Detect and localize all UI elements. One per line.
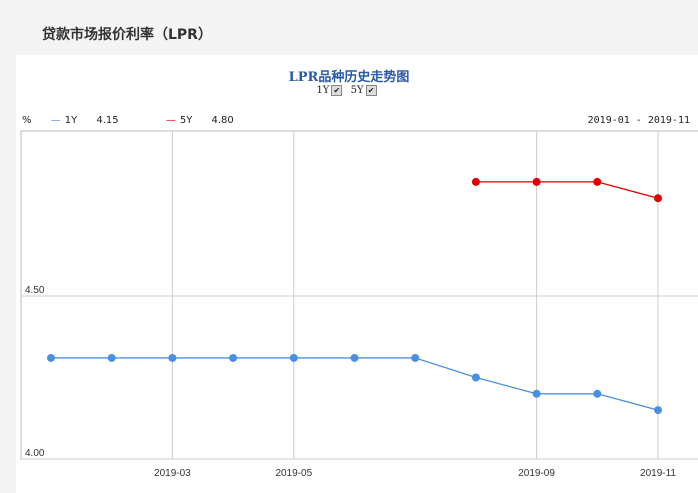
x-tick-label: 2019-05 [275,468,312,479]
data-point-1Y [47,353,55,362]
data-point-5Y [532,177,541,186]
chart-title: LPR品种历史走势图 [288,70,410,85]
data-point-1Y [229,353,238,362]
legend-1y-value: 4.15 [96,115,119,126]
data-point-5Y [654,194,662,203]
series-line-1Y [51,357,659,411]
legend: % —1Y 4.15 —5Y 4.80 [22,115,238,126]
unit-label: % [22,115,32,126]
data-point-1Y [654,406,662,415]
x-tick-label: 2019-09 [518,468,555,479]
data-point-1Y [168,353,177,362]
data-point-1Y [593,389,602,398]
page-title: 贷款市场报价利率（LPR） [42,27,212,43]
x-tick-label: 2019-03 [154,468,191,479]
y-tick-label: 4.00 [25,448,45,459]
data-point-1Y [532,389,541,398]
chart-panel [16,55,698,493]
y-tick-label: 4.50 [25,285,45,296]
legend-1y-name: 1Y [64,115,78,126]
data-point-1Y [411,353,420,362]
data-point-5Y [593,177,602,186]
toggle-1y-label: 1Y [316,85,330,96]
legend-5y-value: 4.80 [211,115,234,126]
legend-5y-line-icon: — [165,115,176,126]
toggle-1y-checkbox[interactable]: ✔ [331,85,343,96]
x-tick-label: 2019-11 [640,468,676,479]
data-point-1Y [350,353,359,362]
data-point-1Y [107,353,116,362]
series-toggles: 1Y ✔ 5Y ✔ [0,85,698,96]
date-range: 2019-01 - 2019-11 [587,115,690,126]
series-line-5Y [475,181,659,199]
legend-5y-name: 5Y [179,115,193,126]
data-point-1Y [471,373,480,382]
data-point-1Y [289,353,298,362]
data-point-5Y [471,177,480,186]
toggle-5y-label: 5Y [350,85,364,96]
legend-1y-line-icon: — [50,115,61,126]
toggle-5y-checkbox[interactable]: ✔ [365,85,377,96]
